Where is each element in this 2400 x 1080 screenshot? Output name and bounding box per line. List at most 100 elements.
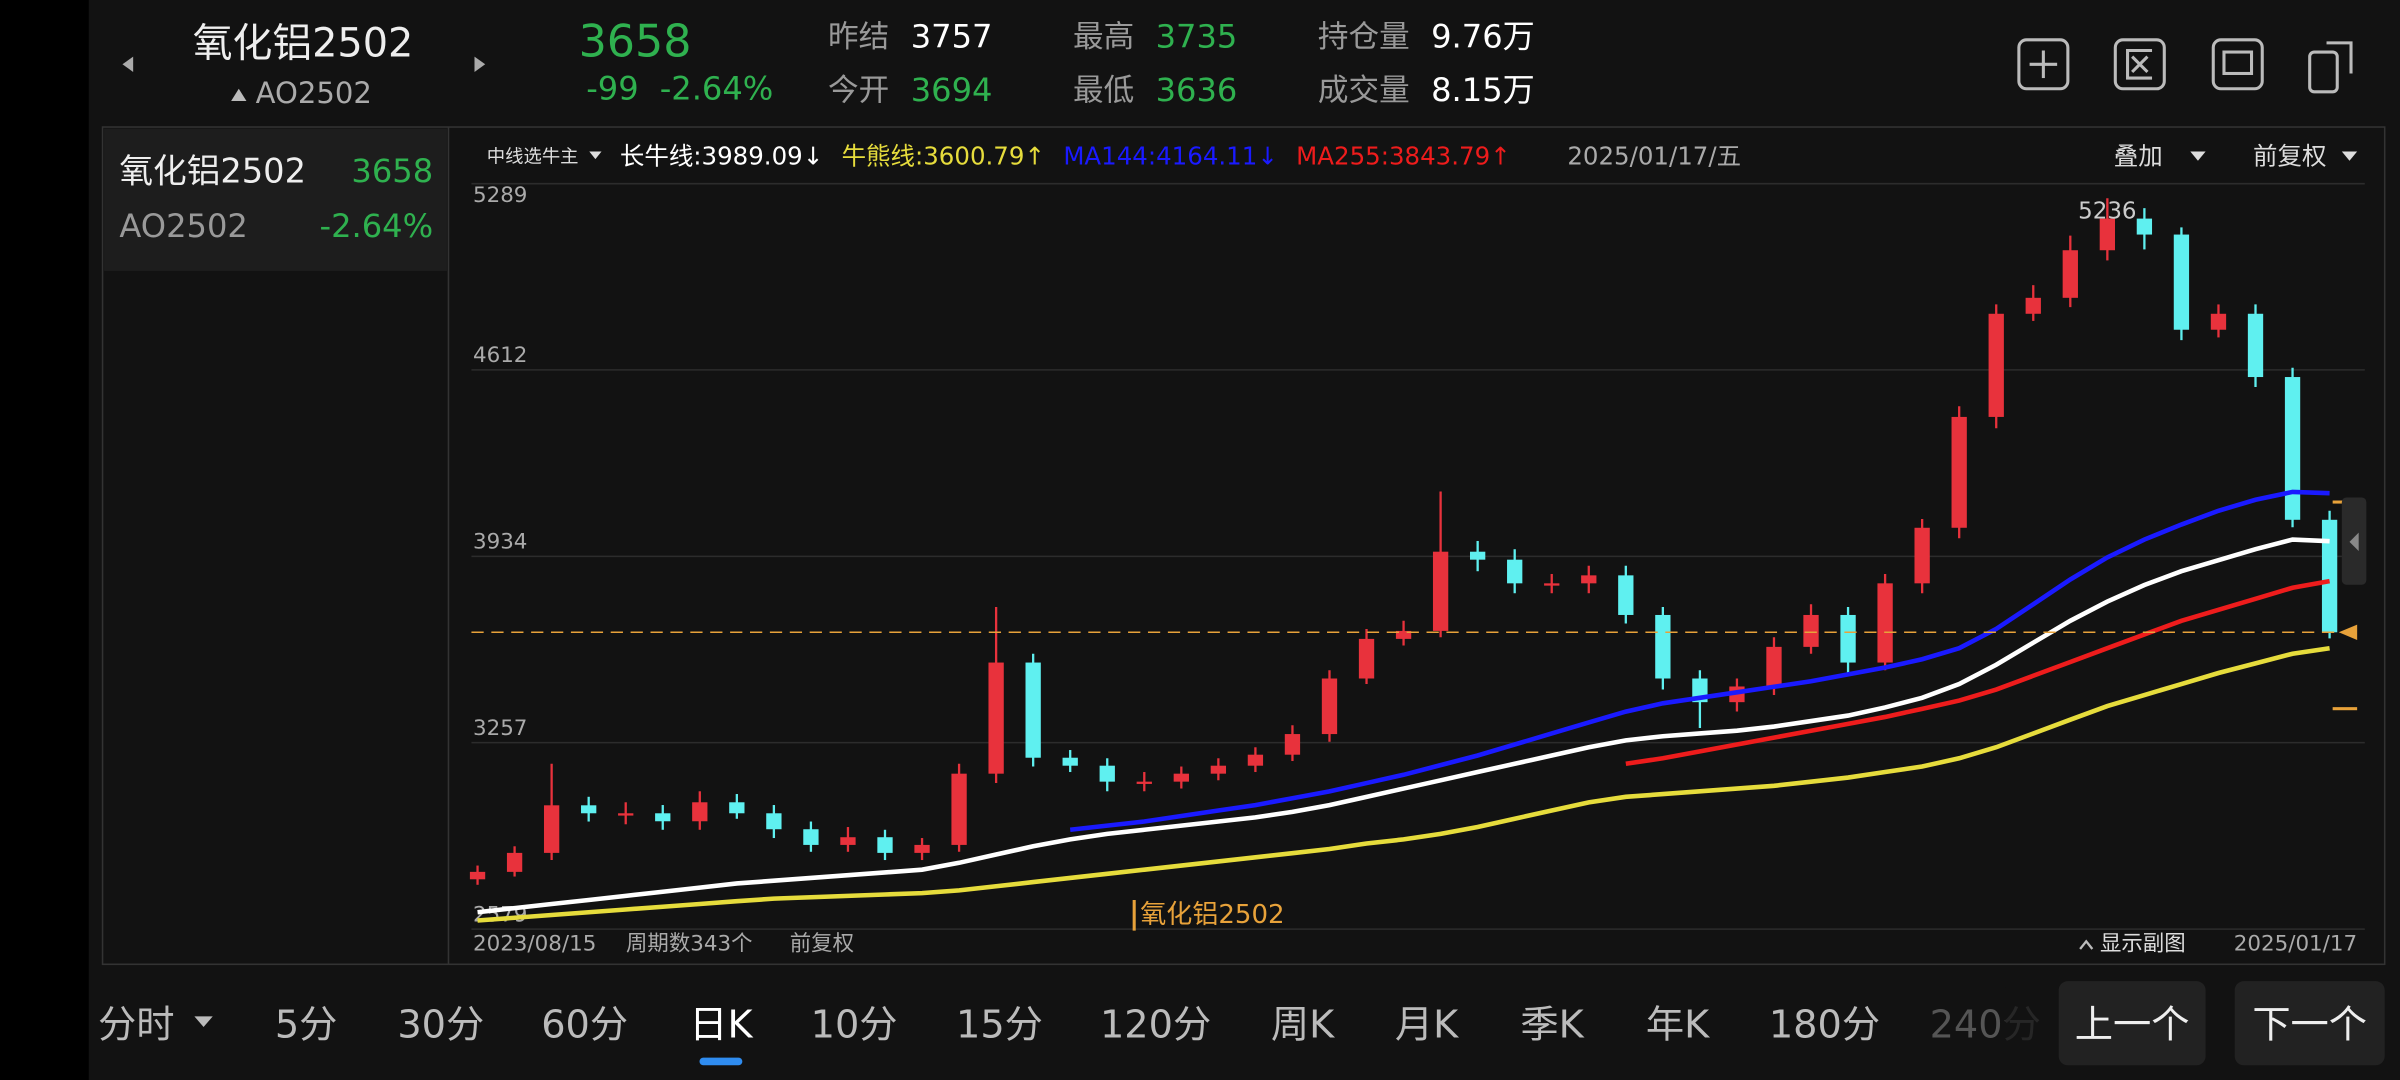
candle-body bbox=[1432, 551, 1449, 631]
overlay-caret bbox=[2190, 151, 2206, 161]
stat-value: 3735 bbox=[1156, 17, 1238, 55]
candle-body bbox=[2099, 218, 2115, 251]
candle-body bbox=[618, 813, 634, 816]
candle-body bbox=[2025, 297, 2041, 314]
legend-name: 氧化铝2502 bbox=[1140, 900, 1284, 930]
candle-body bbox=[506, 852, 523, 872]
indicator-selector[interactable]: 中线选牛主 bbox=[487, 147, 579, 168]
last-price: 3658 bbox=[579, 16, 692, 67]
watch-item[interactable] bbox=[104, 128, 447, 271]
candle-body bbox=[1581, 575, 1597, 584]
tab[interactable]: 月K bbox=[1395, 1003, 1459, 1048]
stat-label: 最高 bbox=[1073, 20, 1134, 55]
candle-body bbox=[1951, 416, 1967, 528]
stat-label: 持仓量 bbox=[1318, 20, 1410, 55]
y-tick-label: 5289 bbox=[473, 183, 527, 208]
screen-icon-inner bbox=[2222, 50, 2254, 76]
tab[interactable]: 60分 bbox=[541, 1003, 628, 1048]
indicator-reading: MA255:3843.79↑ bbox=[1296, 142, 1510, 171]
indicator-reading: 牛熊线:3600.79↑ bbox=[842, 142, 1045, 171]
next-button[interactable]: 下一个 bbox=[2252, 1003, 2367, 1048]
subchart-toggle[interactable]: 显示副图 bbox=[2100, 931, 2186, 956]
candle-body bbox=[803, 829, 819, 845]
add-icon[interactable] bbox=[2017, 38, 2070, 91]
range-marker-bottom bbox=[2332, 707, 2358, 711]
candle-body bbox=[2062, 250, 2078, 298]
candle-body bbox=[1321, 678, 1338, 735]
ma-line bbox=[1069, 489, 2330, 833]
change: -99 bbox=[586, 69, 638, 107]
prev-button[interactable]: 上一个 bbox=[2075, 1003, 2190, 1048]
next-arrow[interactable] bbox=[474, 56, 486, 72]
price-marker bbox=[2338, 624, 2358, 640]
stat-value: 3636 bbox=[1156, 71, 1238, 109]
candle-body bbox=[2321, 519, 2338, 633]
device-icon[interactable] bbox=[2308, 50, 2339, 94]
candle-body bbox=[1025, 662, 1041, 758]
tab[interactable]: 年K bbox=[1646, 1003, 1710, 1048]
tab[interactable]: 30分 bbox=[397, 1003, 484, 1048]
candle-body bbox=[914, 844, 930, 853]
candle-body bbox=[1877, 583, 1893, 663]
side-handle-arrow bbox=[2349, 532, 2359, 552]
candle-body bbox=[2173, 234, 2190, 330]
candle-body bbox=[1803, 614, 1819, 647]
range-icon[interactable] bbox=[2113, 38, 2166, 91]
watch-code: AO2502 bbox=[119, 207, 247, 245]
candle-body bbox=[1507, 559, 1523, 584]
tab-underline bbox=[699, 1057, 743, 1066]
adjust-button[interactable]: 前复权 bbox=[2253, 142, 2326, 171]
candle-body bbox=[1210, 765, 1227, 774]
tab[interactable]: 分时 bbox=[98, 1003, 175, 1048]
candle-body bbox=[1544, 583, 1560, 586]
indicator-reading: MA144:4164.11↓ bbox=[1063, 142, 1277, 171]
adjust-footer: 前复权 bbox=[790, 931, 854, 956]
stat-label: 昨结 bbox=[828, 20, 889, 55]
tab[interactable]: 5分 bbox=[275, 1003, 338, 1048]
candle-body bbox=[1840, 614, 1856, 663]
change-pct: -2.64% bbox=[660, 69, 774, 107]
selector-caret bbox=[589, 151, 602, 160]
overlay-button[interactable]: 叠加 bbox=[2114, 142, 2163, 171]
device-icon-back bbox=[2326, 41, 2353, 74]
candle-body bbox=[1618, 575, 1634, 615]
ma-line bbox=[477, 645, 2330, 923]
watch-name: 氧化铝2502 bbox=[119, 151, 306, 190]
tab[interactable]: 120分 bbox=[1100, 1003, 1211, 1048]
candle-body bbox=[1136, 781, 1152, 784]
ma-line bbox=[1625, 578, 2330, 767]
candle-body bbox=[1766, 646, 1782, 687]
y-tick-label: 3257 bbox=[473, 716, 527, 741]
candle-body bbox=[840, 837, 856, 845]
tab[interactable]: 日K bbox=[689, 1003, 753, 1048]
ma-line bbox=[477, 537, 2330, 915]
candle-body bbox=[1247, 754, 1264, 766]
candle-body bbox=[2247, 313, 2264, 378]
tab-caret bbox=[194, 1016, 213, 1028]
start-date: 2023/08/15 bbox=[473, 931, 596, 956]
y-tick-label: 4612 bbox=[473, 343, 527, 368]
candle-body bbox=[1395, 630, 1412, 639]
tab[interactable]: 10分 bbox=[811, 1003, 898, 1048]
period-count: 周期数343个 bbox=[626, 931, 752, 956]
contract-code: AO2502 bbox=[256, 76, 372, 110]
next-button-bg[interactable] bbox=[2234, 981, 2385, 1066]
candle-body bbox=[1470, 551, 1486, 560]
candle-body bbox=[1284, 734, 1301, 755]
tab[interactable]: 季K bbox=[1520, 1003, 1584, 1048]
tab[interactable]: 周K bbox=[1271, 1003, 1335, 1048]
stat-label: 今开 bbox=[828, 73, 889, 108]
tab[interactable]: 15分 bbox=[956, 1003, 1043, 1048]
prev-button-bg[interactable] bbox=[2058, 981, 2206, 1066]
tab[interactable]: 180分 bbox=[1769, 1003, 1880, 1048]
candle-body bbox=[1173, 773, 1189, 782]
code-triangle bbox=[231, 88, 247, 102]
date-label: 2025/01/17/五 bbox=[1567, 142, 1741, 171]
screen-icon[interactable] bbox=[2211, 38, 2264, 91]
tabs: 分时 5分 30分 60分 日K 10分 15分 120分 周K 月K 季K 年K 180分 240分 bbox=[98, 987, 2059, 1067]
prev-arrow[interactable] bbox=[122, 56, 134, 72]
contract-name: 氧化铝2502 bbox=[193, 20, 414, 66]
